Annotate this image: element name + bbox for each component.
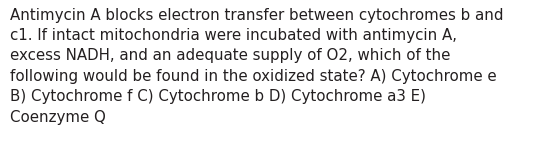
Text: Antimycin A blocks electron transfer between cytochromes b and
c1. If intact mit: Antimycin A blocks electron transfer bet… bbox=[10, 8, 503, 125]
